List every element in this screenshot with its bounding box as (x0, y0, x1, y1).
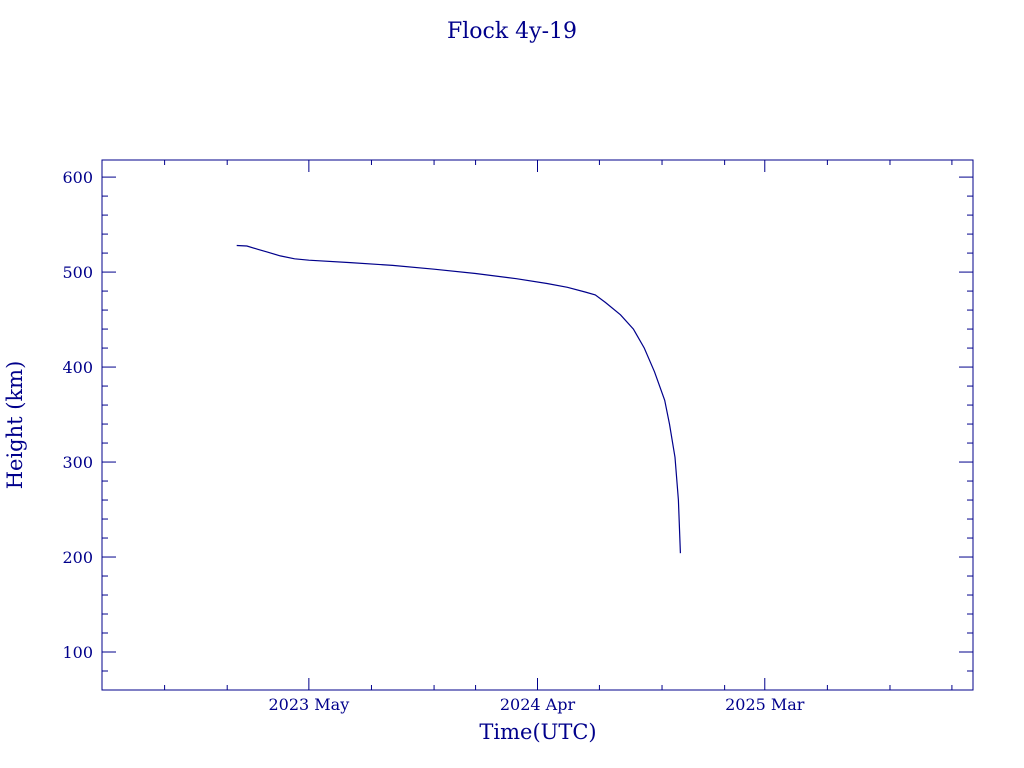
data-point (516, 278, 517, 279)
x-axis: 2023 May 2024 Apr 2025 Mar (164, 160, 953, 714)
data-point (546, 283, 547, 284)
data-point (595, 294, 596, 295)
data-point (654, 371, 655, 372)
data-point (644, 348, 645, 349)
data-point (434, 269, 435, 270)
series-points (236, 245, 681, 554)
y-axis-label: Height (km) (3, 361, 27, 490)
x-tick-label: 2023 May (268, 695, 349, 714)
data-point (280, 255, 281, 256)
data-point (308, 260, 309, 261)
y-tick-label: 300 (62, 453, 93, 472)
chart-title: Flock 4y-19 (447, 19, 577, 44)
y-tick-label: 400 (62, 358, 93, 377)
data-point (674, 457, 675, 458)
x-tick-label: 2024 Apr (500, 695, 576, 714)
y-tick-label: 200 (62, 548, 93, 567)
plot-frame (101, 159, 974, 691)
data-point (669, 424, 670, 425)
data-point (267, 252, 268, 253)
data-point (664, 400, 665, 401)
data-point (475, 273, 476, 274)
data-point (605, 302, 606, 303)
data-point (350, 262, 351, 263)
data-point (585, 291, 586, 292)
series-line (236, 244, 681, 554)
y-tick-label: 600 (62, 168, 93, 187)
x-axis-label: Time(UTC) (479, 720, 596, 744)
y-tick-label: 500 (62, 263, 93, 282)
data-point (633, 329, 634, 330)
data-point (680, 553, 681, 554)
x-tick-label: 2025 Mar (725, 695, 805, 714)
data-point (567, 287, 568, 288)
y-tick-label: 100 (62, 643, 93, 662)
data-point (246, 245, 247, 246)
data-point (678, 499, 679, 500)
y-axis: 100 200 300 400 500 600 (62, 168, 973, 691)
data-point (257, 249, 258, 250)
data-point (236, 245, 237, 246)
data-point (392, 265, 393, 266)
data-point (294, 258, 295, 259)
data-point (620, 314, 621, 315)
